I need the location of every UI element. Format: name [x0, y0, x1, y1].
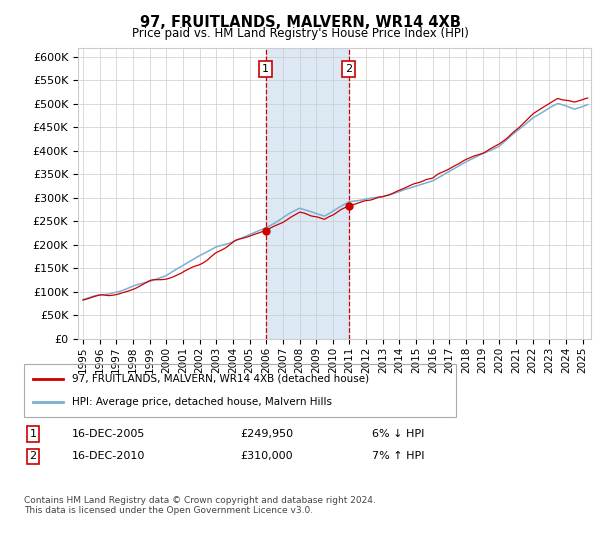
- Text: £249,950: £249,950: [240, 429, 293, 439]
- Text: HPI: Average price, detached house, Malvern Hills: HPI: Average price, detached house, Malv…: [71, 397, 332, 407]
- Text: 16-DEC-2005: 16-DEC-2005: [72, 429, 145, 439]
- Text: 97, FRUITLANDS, MALVERN, WR14 4XB (detached house): 97, FRUITLANDS, MALVERN, WR14 4XB (detac…: [71, 374, 368, 384]
- Text: 7% ↑ HPI: 7% ↑ HPI: [372, 451, 425, 461]
- Text: Contains HM Land Registry data © Crown copyright and database right 2024.
This d: Contains HM Land Registry data © Crown c…: [24, 496, 376, 515]
- Text: 16-DEC-2010: 16-DEC-2010: [72, 451, 145, 461]
- Text: 6% ↓ HPI: 6% ↓ HPI: [372, 429, 424, 439]
- Bar: [266, 48, 349, 339]
- Text: 2: 2: [345, 64, 352, 74]
- Text: 1: 1: [29, 429, 37, 439]
- Text: £310,000: £310,000: [240, 451, 293, 461]
- Text: 97, FRUITLANDS, MALVERN, WR14 4XB: 97, FRUITLANDS, MALVERN, WR14 4XB: [140, 15, 460, 30]
- Text: 1: 1: [262, 64, 269, 74]
- Text: Price paid vs. HM Land Registry's House Price Index (HPI): Price paid vs. HM Land Registry's House …: [131, 27, 469, 40]
- Text: 2: 2: [29, 451, 37, 461]
